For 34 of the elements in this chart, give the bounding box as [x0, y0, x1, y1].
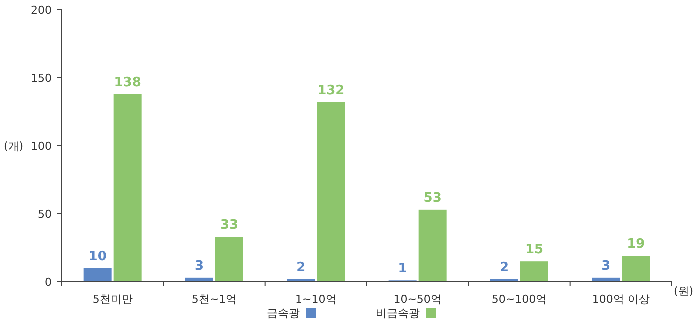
x-tick-label: 100억 이상 — [592, 292, 650, 306]
bar — [216, 237, 244, 282]
y-tick-label: 50 — [38, 208, 52, 221]
data-label: 3 — [194, 258, 204, 274]
legend-label: 금속광 — [267, 306, 300, 320]
x-axis-title: (원) — [674, 285, 694, 298]
data-label: 138 — [114, 75, 142, 90]
data-label: 2 — [296, 260, 306, 276]
y-tick-label: 0 — [45, 276, 52, 289]
data-label: 2 — [500, 260, 510, 276]
bar — [622, 256, 650, 282]
data-label: 15 — [525, 242, 544, 258]
bar — [520, 262, 548, 282]
data-label: 53 — [424, 190, 442, 206]
bar — [317, 102, 346, 282]
data-label: 19 — [627, 237, 646, 252]
x-tick-label: 50~100억 — [492, 292, 548, 306]
y-axis-title: (개) — [4, 140, 24, 153]
bar — [84, 268, 112, 282]
x-tick-label: 1~10억 — [296, 292, 337, 306]
y-tick-label: 200 — [31, 4, 52, 17]
data-label: 1 — [398, 262, 408, 277]
legend-label: 비금속광 — [376, 306, 420, 320]
data-label: 33 — [220, 218, 239, 234]
y-tick-label: 150 — [31, 72, 52, 85]
y-tick-label: 100 — [31, 140, 52, 153]
x-tick-label: 10~50억 — [394, 292, 442, 306]
data-label: 132 — [318, 83, 345, 98]
x-tick-label: 5천~1억 — [192, 292, 238, 306]
data-label: 3 — [602, 258, 611, 274]
bar — [418, 210, 447, 282]
bar — [114, 94, 142, 282]
data-label: 10 — [88, 249, 107, 264]
x-tick-label: 5천미만 — [92, 292, 133, 306]
